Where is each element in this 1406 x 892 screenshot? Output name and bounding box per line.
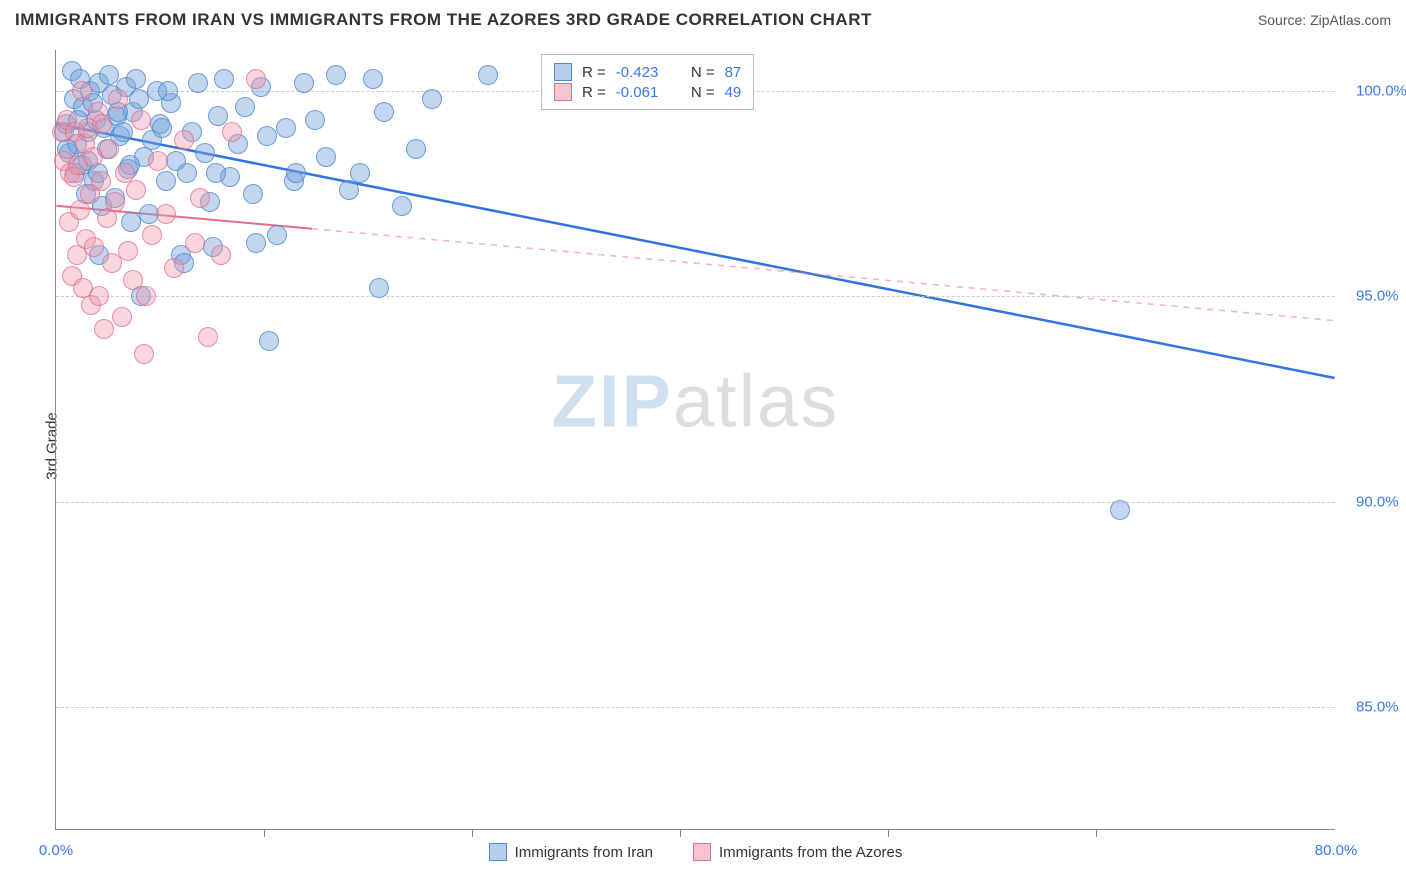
x-tick bbox=[680, 829, 681, 837]
scatter-point bbox=[195, 143, 215, 163]
legend-swatch bbox=[554, 83, 572, 101]
series-legend: Immigrants from Iran Immigrants from the … bbox=[56, 843, 1335, 861]
scatter-point bbox=[84, 237, 104, 257]
stats-legend: R = -0.423 N = 87 R = -0.061 N = 49 bbox=[541, 54, 754, 110]
scatter-point bbox=[208, 106, 228, 126]
scatter-point bbox=[276, 118, 296, 138]
scatter-point bbox=[246, 69, 266, 89]
scatter-point bbox=[235, 97, 255, 117]
scatter-point bbox=[369, 278, 389, 298]
scatter-point bbox=[190, 188, 210, 208]
legend-label: Immigrants from the Azores bbox=[719, 844, 902, 861]
scatter-point bbox=[174, 130, 194, 150]
y-tick-label: 90.0% bbox=[1356, 493, 1399, 510]
stats-legend-row: R = -0.061 N = 49 bbox=[554, 83, 741, 101]
legend-item: Immigrants from Iran bbox=[489, 843, 653, 861]
scatter-point bbox=[72, 81, 92, 101]
x-tick bbox=[472, 829, 473, 837]
grid-line bbox=[56, 296, 1335, 297]
scatter-point bbox=[152, 118, 172, 138]
scatter-point bbox=[118, 241, 138, 261]
scatter-point bbox=[214, 69, 234, 89]
source-attribution: Source: ZipAtlas.com bbox=[1258, 12, 1391, 28]
scatter-point bbox=[243, 184, 263, 204]
scatter-point bbox=[126, 69, 146, 89]
scatter-point bbox=[136, 286, 156, 306]
correlation-chart: ZIPatlas 85.0%90.0%95.0%100.0%0.0%80.0%R… bbox=[55, 50, 1335, 830]
trend-lines-layer bbox=[56, 50, 1335, 829]
legend-swatch bbox=[489, 843, 507, 861]
scatter-point bbox=[94, 319, 114, 339]
scatter-point bbox=[108, 89, 128, 109]
y-tick-label: 95.0% bbox=[1356, 288, 1399, 305]
scatter-point bbox=[113, 122, 133, 142]
legend-swatch bbox=[554, 63, 572, 81]
x-tick bbox=[264, 829, 265, 837]
scatter-point bbox=[246, 233, 266, 253]
scatter-point bbox=[206, 163, 226, 183]
y-tick-label: 100.0% bbox=[1356, 83, 1406, 100]
scatter-point bbox=[286, 163, 306, 183]
scatter-point bbox=[392, 196, 412, 216]
scatter-point bbox=[148, 151, 168, 171]
scatter-point bbox=[188, 73, 208, 93]
scatter-point bbox=[406, 139, 426, 159]
trend-line-solid bbox=[56, 124, 1334, 378]
y-tick-label: 85.0% bbox=[1356, 698, 1399, 715]
stats-legend-row: R = -0.423 N = 87 bbox=[554, 63, 741, 81]
scatter-point bbox=[422, 89, 442, 109]
scatter-point bbox=[134, 344, 154, 364]
scatter-point bbox=[294, 73, 314, 93]
scatter-point bbox=[156, 204, 176, 224]
scatter-point bbox=[126, 180, 146, 200]
scatter-point bbox=[267, 225, 287, 245]
x-tick bbox=[1096, 829, 1097, 837]
scatter-point bbox=[185, 233, 205, 253]
scatter-point bbox=[222, 122, 242, 142]
grid-line bbox=[56, 707, 1335, 708]
scatter-point bbox=[211, 245, 231, 265]
scatter-point bbox=[305, 110, 325, 130]
scatter-point bbox=[142, 225, 162, 245]
trend-line-dashed bbox=[312, 229, 1335, 321]
legend-swatch bbox=[693, 843, 711, 861]
scatter-point bbox=[156, 171, 176, 191]
scatter-point bbox=[259, 331, 279, 351]
scatter-point bbox=[316, 147, 336, 167]
scatter-point bbox=[350, 163, 370, 183]
scatter-point bbox=[326, 65, 346, 85]
scatter-point bbox=[478, 65, 498, 85]
scatter-point bbox=[131, 110, 151, 130]
grid-line bbox=[56, 502, 1335, 503]
scatter-point bbox=[112, 307, 132, 327]
legend-item: Immigrants from the Azores bbox=[693, 843, 902, 861]
scatter-point bbox=[105, 192, 125, 212]
scatter-point bbox=[374, 102, 394, 122]
scatter-point bbox=[363, 69, 383, 89]
legend-label: Immigrants from Iran bbox=[515, 844, 653, 861]
scatter-point bbox=[91, 171, 111, 191]
scatter-point bbox=[177, 163, 197, 183]
chart-title: IMMIGRANTS FROM IRAN VS IMMIGRANTS FROM … bbox=[15, 10, 872, 30]
scatter-point bbox=[89, 286, 109, 306]
scatter-point bbox=[92, 114, 112, 134]
scatter-point bbox=[158, 81, 178, 101]
scatter-point bbox=[99, 139, 119, 159]
scatter-point bbox=[99, 65, 119, 85]
scatter-point bbox=[257, 126, 277, 146]
scatter-point bbox=[1110, 500, 1130, 520]
watermark-logo: ZIPatlas bbox=[552, 358, 839, 443]
scatter-point bbox=[164, 258, 184, 278]
scatter-point bbox=[198, 327, 218, 347]
x-tick bbox=[888, 829, 889, 837]
